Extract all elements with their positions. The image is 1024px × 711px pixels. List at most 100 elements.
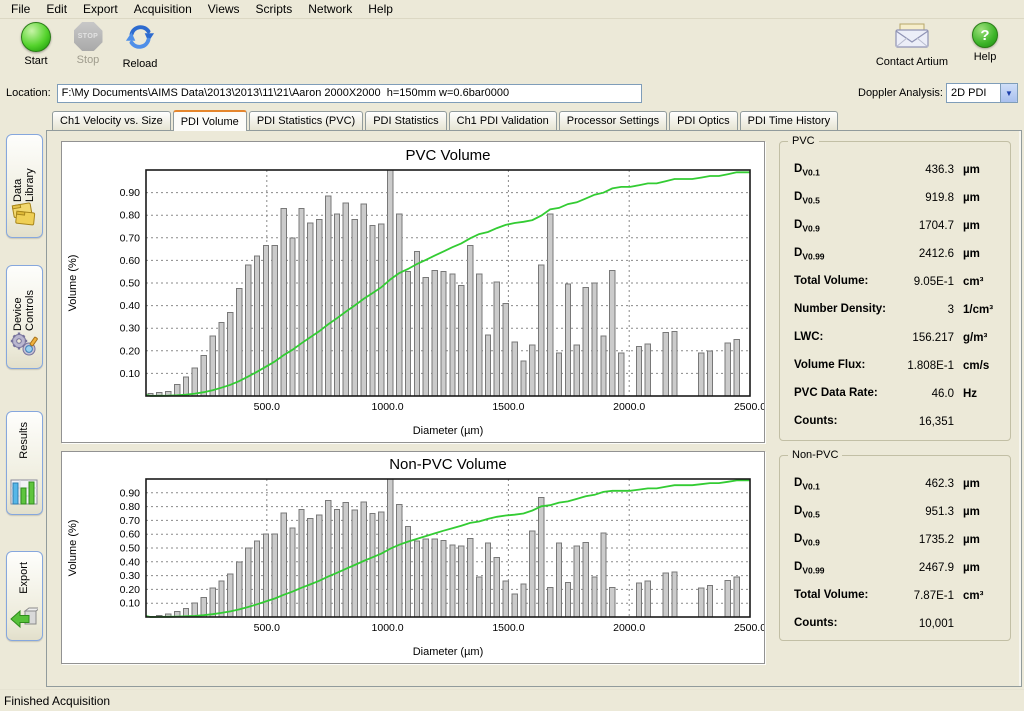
menu-item[interactable]: Export [76,0,125,18]
stat-value: 1735.2 [890,534,954,546]
svg-text:0.10: 0.10 [120,598,141,610]
tab-panel: Ch1 Velocity vs. SizePDI VolumePDI Stati… [46,108,1022,687]
doppler-analysis-select[interactable]: 2D PDI ▼ [946,83,1018,103]
bar-chart-icon [10,479,38,508]
contact-artium-label: Contact Artium [876,56,948,68]
svg-text:0.30: 0.30 [120,570,141,582]
location-row: Location: Doppler Analysis: 2D PDI ▼ [0,81,1024,108]
sidebar-item-results[interactable]: Results [6,411,43,515]
stat-unit: µm [954,534,998,546]
svg-text:1500.0: 1500.0 [492,401,524,413]
reload-button[interactable]: Reload [114,22,166,70]
main-area: Data Library Device Controls [0,108,1024,689]
export-arrow-icon [10,607,38,634]
sidebar-item-export[interactable]: Export [6,551,43,641]
svg-text:0.50: 0.50 [120,278,141,290]
start-icon [21,22,51,52]
menu-item[interactable]: Views [201,0,247,18]
app-window: { "menu": { "items": ["File", "Edit", "E… [0,0,1024,711]
doppler-analysis-label: Doppler Analysis: [858,87,943,99]
envelope-icon [894,22,930,53]
menu-item[interactable]: Edit [39,0,74,18]
tab[interactable]: PDI Optics [669,111,738,130]
stat-value: 462.3 [890,478,954,490]
stat-value: 1.808E-1 [890,360,954,372]
tab[interactable]: Processor Settings [559,111,667,130]
stat-row: DV0.9 1735.2 µm [794,526,998,554]
svg-text:Volume (%): Volume (%) [67,520,79,577]
toolbar: Start STOP Stop Reload [0,19,1024,81]
help-label: Help [974,51,997,63]
stat-value: 3 [890,304,954,316]
stat-value: 16,351 [890,416,954,428]
svg-text:1000.0: 1000.0 [372,622,404,634]
tab[interactable]: PDI Statistics (PVC) [249,111,363,130]
svg-text:2500.0: 2500.0 [734,622,764,634]
tab[interactable]: PDI Statistics [365,111,446,130]
stat-value: 9.05E-1 [890,276,954,288]
location-label: Location: [6,87,51,99]
stat-value: 436.3 [890,164,954,176]
stat-row: DV0.99 2467.9 µm [794,554,998,582]
nonpvc-group-title: Non-PVC [788,449,842,461]
charts-column: PVC Volume0.100.200.300.400.500.600.700.… [61,141,765,680]
stat-value: 2412.6 [890,248,954,260]
stat-row: Counts: 16,351 [794,408,998,436]
help-button[interactable]: ? Help [962,22,1008,68]
reload-icon [125,22,155,55]
tab[interactable]: Ch1 PDI Validation [449,111,557,130]
menu-item[interactable]: File [4,0,37,18]
svg-text:500.0: 500.0 [254,401,280,413]
svg-text:1500.0: 1500.0 [492,622,524,634]
stat-value: 10,001 [890,618,954,630]
data-library-label: Data Library [12,145,36,202]
location-input[interactable] [57,84,642,103]
stat-row: DV0.9 1704.7 µm [794,212,998,240]
stop-label: Stop [77,54,100,66]
stat-value: 951.3 [890,506,954,518]
nonpvc-volume-chart: Non-PVC Volume0.100.200.300.400.500.600.… [61,451,765,664]
stat-unit: µm [954,562,998,574]
svg-text:0.80: 0.80 [120,210,141,222]
export-label: Export [18,562,30,594]
contact-artium-button[interactable]: Contact Artium [876,22,948,68]
svg-text:0.60: 0.60 [120,255,141,267]
tab[interactable]: Ch1 Velocity vs. Size [52,111,171,130]
device-controls-label: Device Controls [12,276,36,331]
start-button[interactable]: Start [10,22,62,67]
svg-text:Non-PVC Volume: Non-PVC Volume [389,456,507,473]
menu-item[interactable]: Network [301,0,359,18]
stat-unit: µm [954,248,998,260]
stat-value: 156.217 [890,332,954,344]
stat-value: 7.87E-1 [890,590,954,602]
folders-icon [10,202,38,231]
gears-icon [10,331,38,362]
svg-text:0.70: 0.70 [120,232,141,244]
stat-value: 2467.9 [890,562,954,574]
chevron-down-icon[interactable]: ▼ [1000,84,1017,102]
doppler-analysis-value: 2D PDI [947,87,1000,99]
stat-unit: Hz [954,388,998,400]
nonpvc-stats-panel: Non-PVC DV0.1 462.3 µm DV0.5 951.3 µm DV… [779,455,1011,641]
sidebar-item-data-library[interactable]: Data Library [6,134,43,238]
svg-text:0.90: 0.90 [120,487,141,499]
stat-row: Number Density: 3 1/cm³ [794,296,998,324]
svg-text:0.50: 0.50 [120,543,141,555]
stat-unit: µm [954,220,998,232]
stat-row: DV0.5 951.3 µm [794,498,998,526]
sidebar-item-device-controls[interactable]: Device Controls [6,265,43,369]
svg-text:0.70: 0.70 [120,515,141,527]
stop-button[interactable]: STOP Stop [62,22,114,66]
tab[interactable]: PDI Time History [740,111,839,130]
menu-bar: FileEditExportAcquisitionViewsScriptsNet… [0,0,1024,19]
stat-unit: cm³ [954,276,998,288]
menu-item[interactable]: Help [361,0,400,18]
svg-text:0.40: 0.40 [120,556,141,568]
tab[interactable]: PDI Volume [173,110,247,131]
stat-row: Counts: 10,001 [794,610,998,638]
menu-item[interactable]: Scripts [249,0,300,18]
svg-text:Diameter (µm): Diameter (µm) [413,425,484,437]
stat-value: 919.8 [890,192,954,204]
menu-item[interactable]: Acquisition [127,0,199,18]
stat-row: LWC: 156.217 g/m³ [794,324,998,352]
